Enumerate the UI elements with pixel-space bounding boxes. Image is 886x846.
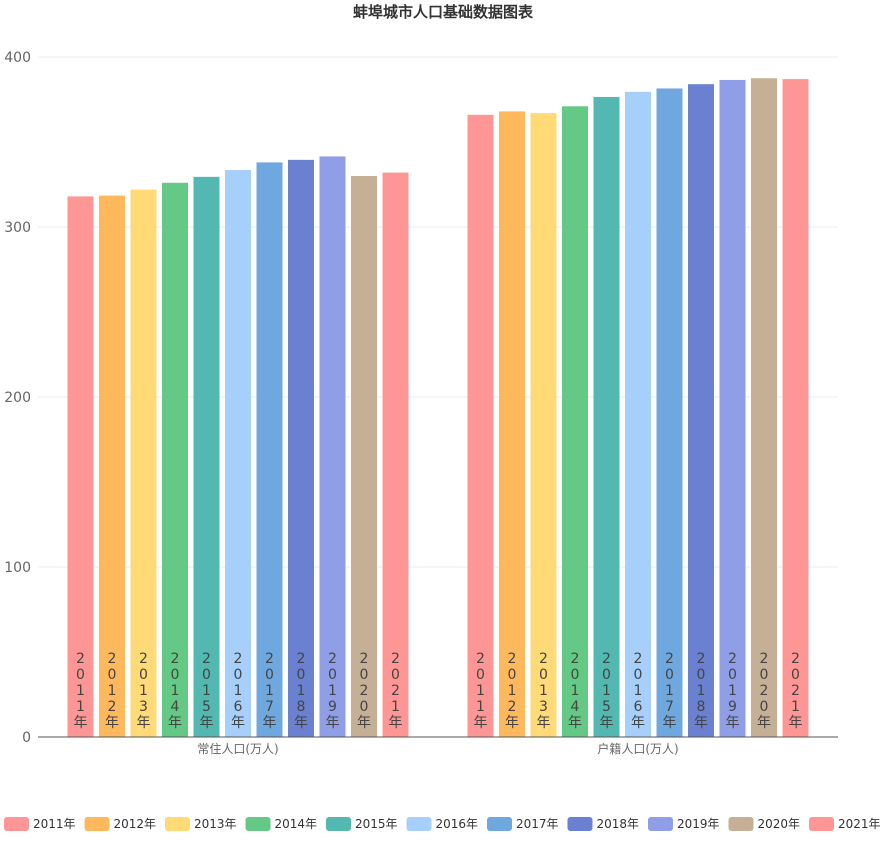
bar[interactable]: [288, 159, 314, 738]
bar[interactable]: [225, 170, 251, 738]
legend-swatch: [4, 817, 29, 831]
bar[interactable]: [562, 106, 588, 738]
bar[interactable]: [625, 91, 651, 738]
bars: 2 0 1 1 年 2 0 1 2 年 2 0 1 3 年 2 0 1 4 年 2 0 1 5 年 2 0 1 6 年 2 0 1 7 年 2 0 1 8 年…: [67, 78, 809, 738]
legend-swatch: [648, 817, 673, 831]
legend[interactable]: 2011年 2012年 2013年 2014年 2015年 2016年 2017年 2018年…: [4, 817, 881, 831]
bar[interactable]: [99, 195, 125, 738]
chart-title: 蚌埠城市人口基础数据图表: [353, 3, 534, 21]
bar[interactable]: [130, 189, 157, 738]
grid-lines: [38, 56, 838, 568]
legend-swatch: [406, 817, 432, 831]
bar[interactable]: [67, 196, 94, 737]
legend-swatch: [809, 817, 834, 831]
legend-item[interactable]: 2017年: [487, 817, 559, 831]
bar[interactable]: [382, 172, 409, 738]
bar[interactable]: [656, 88, 683, 737]
legend-label: 2012年: [114, 817, 157, 831]
x-category-label: 户籍人口(万人): [597, 741, 678, 756]
y-tick-label: 400: [4, 50, 31, 66]
y-tick-label: 0: [22, 730, 31, 746]
legend-label: 2021年: [838, 817, 881, 831]
legend-item[interactable]: 2016年: [406, 817, 479, 831]
legend-swatch: [165, 817, 190, 831]
y-tick-label: 200: [4, 390, 31, 406]
bar[interactable]: [256, 162, 283, 737]
legend-item[interactable]: 2014年: [245, 817, 318, 831]
legend-swatch: [245, 817, 271, 831]
legend-label: 2020年: [758, 817, 801, 831]
legend-item[interactable]: 2019年: [648, 817, 720, 831]
legend-swatch: [728, 817, 754, 831]
legend-label: 2015年: [355, 817, 398, 831]
legend-label: 2017年: [516, 817, 559, 831]
legend-swatch: [487, 817, 512, 831]
x-axis: 常住人口(万人) 户籍人口(万人): [38, 736, 838, 756]
bar[interactable]: [688, 84, 714, 737]
legend-swatch: [84, 817, 110, 831]
bar[interactable]: [467, 114, 494, 738]
bar[interactable]: [593, 96, 620, 737]
bar[interactable]: [319, 156, 346, 737]
legend-label: 2011年: [33, 817, 76, 831]
legend-item[interactable]: 2018年: [567, 817, 640, 831]
legend-item[interactable]: 2013年: [165, 817, 237, 831]
y-tick-label: 300: [4, 220, 31, 236]
bar[interactable]: [193, 176, 220, 738]
legend-swatch: [567, 817, 593, 831]
legend-item[interactable]: 2015年: [326, 817, 398, 831]
legend-label: 2016年: [436, 817, 479, 831]
bar[interactable]: [351, 176, 377, 737]
x-category-label: 常住人口(万人): [197, 742, 278, 756]
legend-item[interactable]: 2011年: [4, 817, 76, 831]
bar[interactable]: [719, 79, 746, 737]
bar[interactable]: [499, 111, 525, 737]
y-tick-label: 100: [4, 560, 31, 576]
y-axis: 0 100 200 300 400: [4, 50, 31, 746]
legend-label: 2018年: [597, 817, 640, 831]
bar[interactable]: [782, 79, 809, 738]
legend-item[interactable]: 2012年: [84, 817, 157, 831]
bar[interactable]: [530, 113, 557, 738]
legend-label: 2019年: [677, 817, 720, 831]
legend-label: 2013年: [194, 817, 237, 831]
legend-swatch: [326, 817, 351, 831]
legend-label: 2014年: [275, 817, 318, 831]
bar[interactable]: [751, 78, 777, 737]
legend-item[interactable]: 2020年: [728, 817, 801, 831]
bar[interactable]: [162, 182, 188, 738]
legend-item[interactable]: 2021年: [809, 817, 881, 831]
